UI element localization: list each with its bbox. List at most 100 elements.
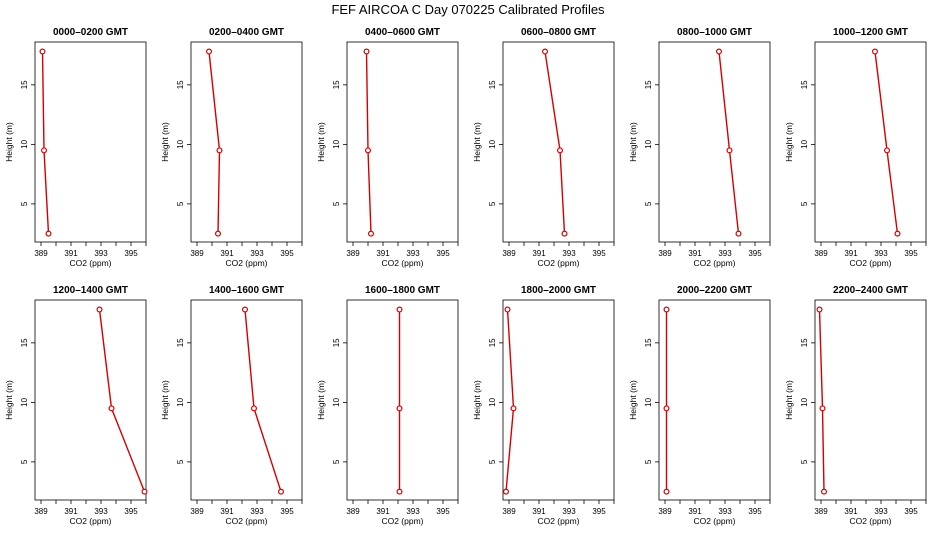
profile-line	[41, 51, 50, 234]
panel-4: 0600–0800 GMT 389 391 393 395 CO2 (ppm) 5 10 15 H…	[472, 27, 615, 268]
y-tick-label: 5	[800, 459, 809, 464]
y-tick-label: 5	[20, 201, 29, 206]
x-tick-label: 389	[34, 507, 48, 516]
y-tick-label: 15	[644, 338, 653, 347]
profile-line	[208, 51, 221, 234]
x-axis-label: CO2 (ppm)	[381, 258, 423, 268]
x-tick-label: 395	[280, 507, 294, 516]
x-tick-label: 391	[220, 249, 234, 258]
panel-title: 1200–1400 GMT	[53, 285, 128, 296]
panel-1: 0000–0200 GMT 389 391 393 395 CO2 (ppm) 5 10 15 H…	[4, 27, 147, 268]
x-tick-label: 391	[64, 249, 78, 258]
x-tick-label: 391	[688, 249, 702, 258]
data-point	[396, 488, 403, 495]
data-point	[735, 230, 742, 237]
x-tick-label: 391	[844, 507, 858, 516]
x-tick-label: 395	[904, 507, 918, 516]
x-tick-label: 391	[64, 507, 78, 516]
x-axis-label: CO2 (ppm)	[537, 516, 579, 526]
data-point	[216, 147, 223, 154]
x-tick-label: 393	[406, 249, 420, 258]
panel-8: 1400–1600 GMT 389 391 393 395 CO2 (ppm) 5 10 15 H…	[160, 285, 303, 526]
plot-frame	[190, 299, 303, 501]
x-tick-label: 393	[94, 507, 108, 516]
panel-10: 1800–2000 GMT 389 391 393 395 CO2 (ppm) 5 10 15 H…	[472, 285, 615, 526]
x-tick-label: 389	[190, 249, 204, 258]
panel-12: 2200–2400 GMT 389 391 393 395 CO2 (ppm) 5 10 15 H…	[784, 285, 927, 526]
data-point	[40, 147, 47, 154]
x-tick-label: 393	[718, 249, 732, 258]
y-axis-label: Height (m)	[628, 380, 638, 420]
y-axis-label: Height (m)	[472, 122, 482, 162]
data-point	[278, 488, 285, 495]
x-tick-label: 391	[532, 507, 546, 516]
figure-title: FEF AIRCOA C Day 070225 Calibrated Profi…	[331, 2, 605, 17]
x-axis-label: CO2 (ppm)	[69, 258, 111, 268]
y-tick-label: 15	[332, 338, 341, 347]
y-tick-label: 5	[488, 201, 497, 206]
y-tick-label: 10	[488, 139, 497, 148]
y-tick-label: 10	[332, 139, 341, 148]
y-axis-label: Height (m)	[784, 380, 794, 420]
y-tick-label: 15	[488, 338, 497, 347]
plot-frame	[502, 41, 615, 243]
plot-frame	[346, 41, 459, 243]
data-point	[726, 147, 733, 154]
data-point	[39, 48, 46, 55]
x-axis-label: CO2 (ppm)	[225, 258, 267, 268]
data-point	[883, 147, 890, 154]
data-point	[663, 405, 670, 412]
y-axis-label: Height (m)	[4, 122, 14, 162]
data-point	[819, 405, 826, 412]
x-tick-label: 393	[874, 249, 888, 258]
data-point	[242, 306, 249, 313]
y-tick-label: 5	[20, 459, 29, 464]
x-tick-label: 389	[346, 249, 360, 258]
x-tick-label: 389	[502, 249, 516, 258]
panel-grid: 0000–0200 GMT 389 391 393 395 CO2 (ppm) 5 10 15 H…	[4, 27, 927, 526]
y-tick-label: 15	[176, 338, 185, 347]
panel-title: 0800–1000 GMT	[677, 27, 752, 38]
profile-line	[818, 309, 825, 492]
panel-title: 1800–2000 GMT	[521, 285, 596, 296]
panel-title: 0400–0600 GMT	[365, 27, 440, 38]
y-axis-label: Height (m)	[316, 380, 326, 420]
y-tick-label: 15	[644, 80, 653, 89]
data-point	[556, 147, 563, 154]
data-point	[820, 488, 827, 495]
y-axis-label: Height (m)	[628, 122, 638, 162]
x-axis-label: CO2 (ppm)	[69, 516, 111, 526]
y-axis-label: Height (m)	[316, 122, 326, 162]
profile-line	[874, 51, 899, 234]
panel-title: 1600–1800 GMT	[365, 285, 440, 296]
y-tick-label: 15	[488, 80, 497, 89]
x-tick-label: 395	[124, 507, 138, 516]
plot-frame	[190, 41, 303, 243]
y-tick-label: 10	[800, 139, 809, 148]
data-point	[871, 48, 878, 55]
y-tick-label: 10	[800, 397, 809, 406]
data-point	[363, 48, 370, 55]
data-point	[141, 488, 148, 495]
y-tick-label: 15	[176, 80, 185, 89]
data-point	[715, 48, 722, 55]
x-axis-label: CO2 (ppm)	[693, 516, 735, 526]
x-tick-label: 391	[688, 507, 702, 516]
panel-2: 0200–0400 GMT 389 391 393 395 CO2 (ppm) 5 10 15 H…	[160, 27, 303, 268]
panel-11: 2000–2200 GMT 389 391 393 395 CO2 (ppm) 5 10 15 H…	[628, 285, 771, 526]
data-point	[541, 48, 548, 55]
y-axis-label: Height (m)	[784, 122, 794, 162]
panel-7: 1200–1400 GMT 389 391 393 395 CO2 (ppm) 5 10 15 H…	[4, 285, 148, 526]
x-tick-label: 393	[874, 507, 888, 516]
plot-frame	[34, 41, 147, 243]
x-tick-label: 389	[502, 507, 516, 516]
y-tick-label: 5	[644, 201, 653, 206]
data-point	[206, 48, 213, 55]
y-tick-label: 10	[644, 397, 653, 406]
profile-line	[244, 309, 282, 492]
profile-line	[505, 309, 515, 492]
plot-frame	[658, 41, 771, 243]
y-axis-label: Height (m)	[160, 380, 170, 420]
x-tick-label: 395	[748, 507, 762, 516]
